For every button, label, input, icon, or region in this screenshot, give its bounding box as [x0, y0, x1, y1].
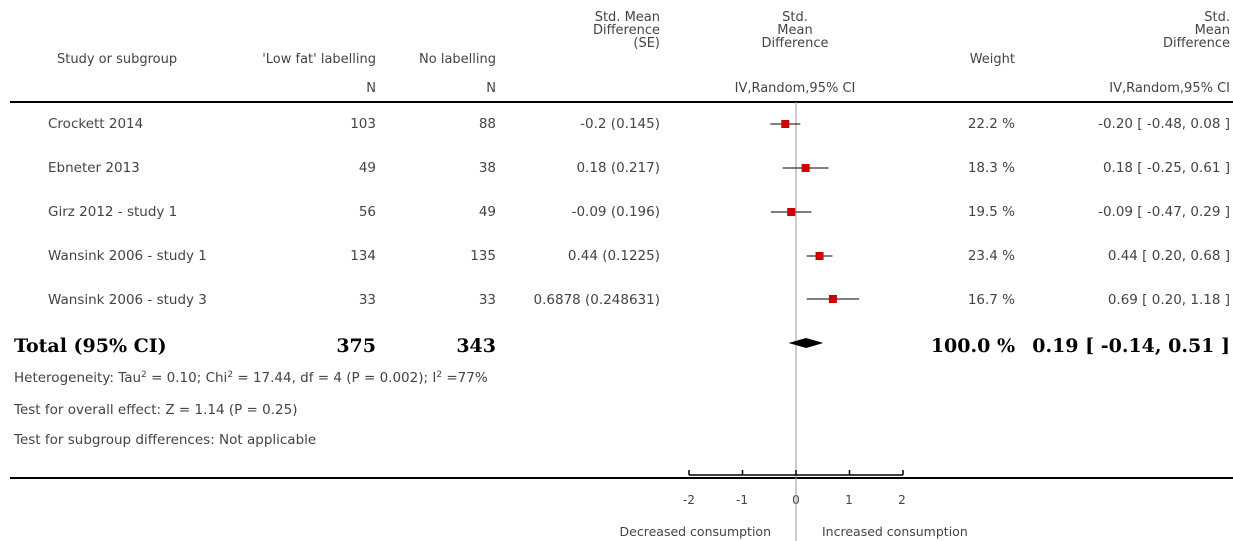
total-n2: 343 — [456, 335, 496, 357]
total-weight: 100.0 % — [930, 335, 1015, 357]
header-group1: 'Low fat' labelling — [262, 52, 376, 67]
header-plot-2: Mean — [777, 23, 813, 38]
study-smd-se: -0.09 (0.196) — [571, 204, 660, 220]
study-ci: -0.20 [ -0.48, 0.08 ] — [1098, 116, 1230, 132]
point-estimate — [828, 295, 837, 303]
header-group2: No labelling — [419, 52, 496, 67]
point-estimate — [781, 120, 790, 128]
heterogeneity-part-d: =77% — [442, 370, 488, 386]
axis-tick-label: -1 — [736, 493, 748, 507]
study-n2: 49 — [478, 204, 496, 220]
plot-marks — [770, 120, 860, 348]
total-label: Total (95% CI) — [14, 335, 167, 357]
study-ci: 0.69 [ 0.20, 1.18 ] — [1107, 292, 1230, 308]
study-n1: 33 — [358, 292, 376, 308]
header-plot-3: Difference — [761, 36, 829, 51]
total-ci: 0.19 [ -0.14, 0.51 ] — [1032, 335, 1230, 357]
study-name: Wansink 2006 - study 1 — [48, 248, 207, 264]
study-smd-se: -0.2 (0.145) — [580, 116, 660, 132]
header-n2: N — [486, 81, 496, 96]
study-ci: -0.09 [ -0.47, 0.29 ] — [1098, 204, 1230, 220]
study-n2: 88 — [478, 116, 496, 132]
study-n2: 135 — [470, 248, 496, 264]
overall-effect-note: Test for overall effect: Z = 1.14 (P = 0… — [14, 402, 298, 418]
study-name: Girz 2012 - study 1 — [48, 204, 178, 220]
axis-right-label: Increased consumption — [822, 524, 968, 539]
study-name: Wansink 2006 - study 3 — [48, 292, 207, 308]
sup-2: 2 — [141, 370, 147, 380]
header-smd-se-1: Std. Mean — [594, 10, 660, 25]
total-n1: 375 — [336, 335, 376, 357]
study-n1: 56 — [358, 204, 376, 220]
study-weight: 18.3 % — [967, 160, 1015, 176]
sup-2: 2 — [436, 370, 443, 380]
header-effect-1: Std. — [1204, 10, 1230, 25]
heterogeneity-part-a: Heterogeneity: Tau — [14, 370, 142, 386]
study-smd-se: 0.6878 (0.248631) — [533, 292, 660, 308]
header-effect-2: Mean — [1194, 23, 1230, 38]
study-n1: 49 — [358, 160, 376, 176]
sup-2: 2 — [227, 370, 234, 380]
study-n1: 103 — [350, 116, 376, 132]
header-weight: Weight — [969, 52, 1015, 67]
header-smd-se-3: (SE) — [633, 36, 660, 51]
study-weight: 19.5 % — [967, 204, 1015, 220]
header-effect-3: Difference — [1162, 36, 1230, 51]
study-smd-se: 0.44 (0.1225) — [567, 248, 660, 264]
point-estimate — [787, 208, 796, 216]
header-study: Study or subgroup — [57, 52, 178, 67]
study-name: Crockett 2014 — [48, 116, 144, 132]
study-n1: 134 — [350, 248, 376, 264]
header-smd-se-2: Difference — [592, 23, 660, 38]
study-smd-se: 0.18 (0.217) — [576, 160, 660, 176]
study-weight: 23.4 % — [967, 248, 1015, 264]
axis-tick-label: -2 — [683, 493, 695, 507]
study-ci: 0.18 [ -0.25, 0.61 ] — [1102, 160, 1230, 176]
heterogeneity-part-b: = 0.10; Chi — [146, 370, 228, 386]
axis-left-label: Decreased consumption — [619, 524, 771, 539]
header-plot-1: Std. — [782, 10, 808, 25]
study-name: Ebneter 2013 — [48, 160, 140, 176]
header-effect-method: IV,Random,95% CI — [1109, 81, 1230, 96]
axis-tick-label: 1 — [845, 493, 853, 507]
header-plot-method: IV,Random,95% CI — [734, 81, 856, 96]
total-diamond — [788, 338, 824, 348]
axis-ticks — [688, 470, 904, 475]
heterogeneity-note: Heterogeneity: Tau2 = 0.10; Chi2 = 17.44… — [14, 370, 488, 386]
heterogeneity-part-c: = 17.44, df = 4 (P = 0.002); I — [233, 370, 437, 386]
study-ci: 0.44 [ 0.20, 0.68 ] — [1107, 248, 1230, 264]
subgroup-note: Test for subgroup differences: Not appli… — [14, 432, 317, 448]
study-n2: 38 — [478, 160, 496, 176]
study-weight: 22.2 % — [967, 116, 1015, 132]
point-estimate — [815, 252, 824, 260]
study-n2: 33 — [478, 292, 496, 308]
axis-tick-label: 2 — [898, 493, 906, 507]
header-n1: N — [366, 81, 376, 96]
point-estimate — [801, 164, 810, 172]
study-weight: 16.7 % — [967, 292, 1015, 308]
